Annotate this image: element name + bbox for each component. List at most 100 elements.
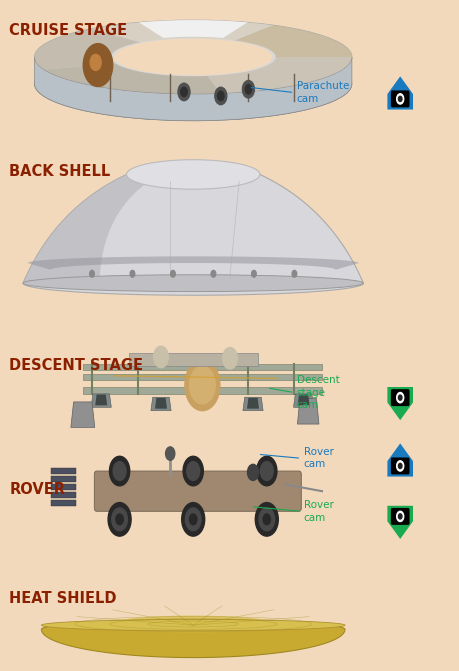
Polygon shape — [207, 57, 351, 93]
Polygon shape — [297, 395, 309, 405]
Circle shape — [130, 270, 134, 277]
Polygon shape — [23, 174, 363, 295]
Polygon shape — [28, 256, 358, 270]
Circle shape — [392, 91, 395, 96]
FancyBboxPatch shape — [129, 353, 257, 366]
Circle shape — [183, 456, 203, 486]
Polygon shape — [139, 20, 247, 38]
Circle shape — [258, 508, 274, 531]
Polygon shape — [386, 76, 412, 109]
Circle shape — [186, 462, 199, 480]
Circle shape — [397, 395, 401, 400]
Polygon shape — [242, 397, 263, 411]
Circle shape — [251, 270, 256, 277]
Circle shape — [396, 393, 403, 403]
FancyBboxPatch shape — [94, 471, 301, 511]
Circle shape — [112, 508, 127, 531]
Polygon shape — [151, 397, 171, 411]
Circle shape — [392, 391, 395, 395]
FancyBboxPatch shape — [50, 484, 76, 490]
Ellipse shape — [109, 615, 276, 633]
Circle shape — [260, 462, 273, 480]
Text: Rover
cam: Rover cam — [303, 500, 333, 523]
Circle shape — [247, 464, 258, 480]
Polygon shape — [91, 394, 111, 407]
FancyBboxPatch shape — [390, 91, 409, 107]
Circle shape — [181, 503, 204, 536]
Polygon shape — [95, 395, 107, 405]
Circle shape — [153, 346, 168, 368]
Circle shape — [178, 83, 190, 101]
Ellipse shape — [34, 20, 351, 94]
Polygon shape — [34, 57, 351, 121]
Polygon shape — [34, 29, 140, 70]
Circle shape — [222, 348, 237, 369]
Circle shape — [263, 514, 270, 525]
Circle shape — [185, 508, 201, 531]
Circle shape — [211, 270, 215, 277]
Circle shape — [396, 461, 403, 471]
Circle shape — [189, 514, 196, 525]
Circle shape — [214, 87, 226, 105]
Circle shape — [109, 456, 129, 486]
Circle shape — [90, 54, 101, 70]
Circle shape — [392, 509, 395, 513]
Polygon shape — [23, 174, 160, 283]
Text: DESCENT STAGE: DESCENT STAGE — [9, 358, 143, 373]
Ellipse shape — [113, 38, 272, 75]
Circle shape — [397, 464, 401, 468]
Polygon shape — [44, 64, 220, 94]
Circle shape — [116, 514, 123, 525]
Circle shape — [180, 87, 187, 97]
Circle shape — [392, 458, 395, 463]
Polygon shape — [386, 444, 412, 476]
Text: Rover
cam: Rover cam — [303, 447, 333, 470]
Polygon shape — [155, 398, 167, 409]
FancyBboxPatch shape — [50, 500, 76, 506]
Circle shape — [90, 270, 94, 277]
Circle shape — [165, 447, 174, 460]
Text: CRUISE STAGE: CRUISE STAGE — [9, 23, 127, 38]
Polygon shape — [297, 399, 318, 424]
Polygon shape — [91, 20, 272, 42]
Ellipse shape — [126, 160, 259, 189]
Text: Parachute
cam: Parachute cam — [296, 81, 348, 104]
Circle shape — [255, 503, 278, 536]
Circle shape — [242, 81, 254, 98]
FancyBboxPatch shape — [83, 364, 321, 370]
Circle shape — [170, 270, 175, 277]
Circle shape — [83, 44, 112, 87]
Text: ROVER: ROVER — [9, 482, 65, 497]
Polygon shape — [293, 394, 313, 407]
Polygon shape — [246, 398, 258, 409]
Circle shape — [291, 270, 296, 277]
FancyBboxPatch shape — [390, 389, 409, 406]
Circle shape — [397, 514, 401, 519]
FancyBboxPatch shape — [50, 476, 76, 482]
Circle shape — [397, 97, 401, 101]
FancyBboxPatch shape — [83, 374, 321, 380]
FancyBboxPatch shape — [50, 468, 76, 474]
Ellipse shape — [34, 47, 351, 121]
Circle shape — [189, 366, 215, 404]
FancyBboxPatch shape — [50, 492, 76, 498]
Polygon shape — [386, 387, 412, 420]
Circle shape — [113, 462, 126, 480]
Circle shape — [256, 456, 276, 486]
Circle shape — [396, 511, 403, 521]
Circle shape — [217, 91, 224, 101]
Ellipse shape — [41, 619, 344, 631]
Circle shape — [396, 94, 403, 104]
FancyBboxPatch shape — [390, 508, 409, 525]
Polygon shape — [41, 619, 344, 658]
FancyBboxPatch shape — [390, 458, 409, 474]
FancyBboxPatch shape — [83, 387, 321, 394]
Circle shape — [185, 360, 219, 411]
Circle shape — [108, 503, 131, 536]
Polygon shape — [386, 506, 412, 539]
Text: BACK SHELL: BACK SHELL — [9, 164, 110, 178]
Text: HEAT SHIELD: HEAT SHIELD — [9, 591, 117, 606]
Ellipse shape — [23, 275, 363, 292]
Polygon shape — [234, 25, 351, 57]
Text: Descent
stage
cam: Descent stage cam — [296, 375, 339, 410]
